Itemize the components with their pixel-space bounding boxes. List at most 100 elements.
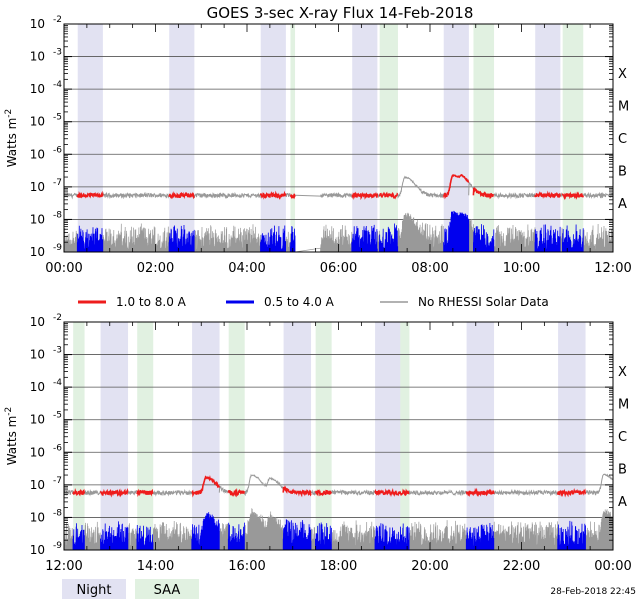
timestamp: 28-Feb-2018 22:45 [550,587,636,597]
y-tick-label: 10 [30,17,45,31]
y-tick-label: 10 [30,245,45,259]
x-tick-label: 16:00 [228,559,265,574]
long-channel-trace [76,190,104,199]
y-axis-label-superscript: -2 [4,109,14,118]
short-channel-gap-trace [84,521,101,551]
short-channel-trace [227,522,245,551]
short-channel-gap-trace [468,219,474,253]
flare-class-label: A [618,197,627,212]
short-channel-gap-trace [493,521,559,551]
x-tick-label: 04:00 [228,261,265,276]
long-channel-trace [374,487,410,498]
x-tick-label: 00:00 [594,559,631,574]
y-tick-label: 10 [30,543,45,557]
y-tick-label-exponent: -9 [53,243,62,253]
bottom-panel-plot: 10 -9 10 -8 10 -7 10 -6 10 -5 10 -4 10 -3 10 -2 A B C M X 12:… [4,313,632,574]
y-axis-label-superscript: -2 [4,407,14,416]
legend: 1.0 to 8.0 A 0.5 to 4.0 A No RHESSI Sola… [78,295,549,309]
flare-class-label: M [618,99,629,114]
long-channel-gap-trace [243,473,284,497]
y-tick-label-exponent: -3 [53,48,62,58]
y-tick-label-exponent: -2 [53,313,62,323]
saa-key-swatch [135,579,199,599]
short-channel-gap-trace [408,520,467,551]
long-channel-trace [72,488,86,497]
saa-band [228,322,245,550]
chart-title: GOES 3-sec X-ray Flux 14-Feb-2018 [207,4,474,22]
night-band [260,24,286,252]
short-channel-gap-trace [63,228,78,253]
y-tick-label: 10 [30,413,45,427]
y-tick-label: 10 [30,380,45,394]
long-channel-trace [561,191,584,201]
key: Night SAA [62,579,199,599]
x-tick-label: 08:00 [411,261,448,276]
long-channel-gap-trace [468,181,474,196]
y-tick-label: 10 [30,180,45,194]
long-channel-trace [99,488,129,498]
long-channel-gap-trace [582,191,614,200]
long-channel-trace [556,487,586,498]
y-tick-label-exponent: -8 [53,210,62,220]
long-channel-trace [442,174,470,200]
y-tick-label-exponent: -5 [53,113,62,123]
y-tick-label-exponent: -9 [53,541,62,551]
y-tick-label: 10 [30,115,45,129]
x-tick-label: 06:00 [320,261,357,276]
short-channel-trace [136,524,154,551]
saa-band [290,24,296,252]
saa-band [315,322,332,550]
saa-band [400,322,410,550]
saa-key-label: SAA [154,583,181,598]
long-channel-gap-trace [285,192,291,198]
short-channel-gap-trace [152,520,193,551]
y-tick-label: 10 [30,510,45,524]
short-channel-trace [351,224,378,253]
short-channel-gap-trace [397,212,444,253]
long-channel-trace [378,191,399,200]
y-tick-label-exponent: -5 [53,411,62,421]
short-channel-gap-trace [285,231,291,253]
short-channel-trace [282,519,312,551]
night-band [283,322,312,550]
x-tick-label: 00:00 [45,261,82,276]
saa-band [379,24,398,252]
x-tick-label: 14:00 [137,559,174,574]
long-channel-gap-trace [127,490,138,496]
y-tick-label-exponent: -7 [53,178,62,188]
short-channel-trace [465,522,495,551]
night-band [558,322,586,550]
y-tick-label-exponent: -4 [53,378,62,388]
long-channel-trace [289,193,296,200]
x-tick-label: 02:00 [137,261,174,276]
short-channel-trace [100,521,129,551]
long-channel-trace [282,485,312,498]
night-band [192,322,220,550]
x-tick-label: 12:00 [594,261,631,276]
night-key-label: Night [77,583,112,598]
y-tick-label: 10 [30,212,45,226]
y-tick-label: 10 [30,50,45,64]
long-channel-gap-trace [63,489,74,496]
x-tick-label: 22:00 [503,559,540,574]
night-key-swatch [62,579,126,599]
short-channel-trace [534,224,561,253]
y-tick-label-exponent: -8 [53,508,62,518]
long-channel-trace [168,191,195,200]
long-channel-gap-trace [83,488,101,497]
y-tick-label-exponent: -4 [53,80,62,90]
saa-band [73,322,85,550]
flare-class-label: C [618,132,627,147]
short-channel-trace [443,210,470,253]
y-axis-label: Watts m-2 [4,109,19,168]
y-tick-label-exponent: -7 [53,476,62,486]
saa-band [562,24,584,252]
long-channel-trace [259,190,287,200]
x-tick-label: 12:00 [45,559,82,574]
long-channel-gap-trace [63,192,78,200]
short-channel-trace [260,225,286,253]
y-axis-label: Watts m-2 [4,407,19,466]
y-tick-label: 10 [30,147,45,161]
short-channel-trace [191,512,220,551]
y-tick-label: 10 [30,82,45,96]
